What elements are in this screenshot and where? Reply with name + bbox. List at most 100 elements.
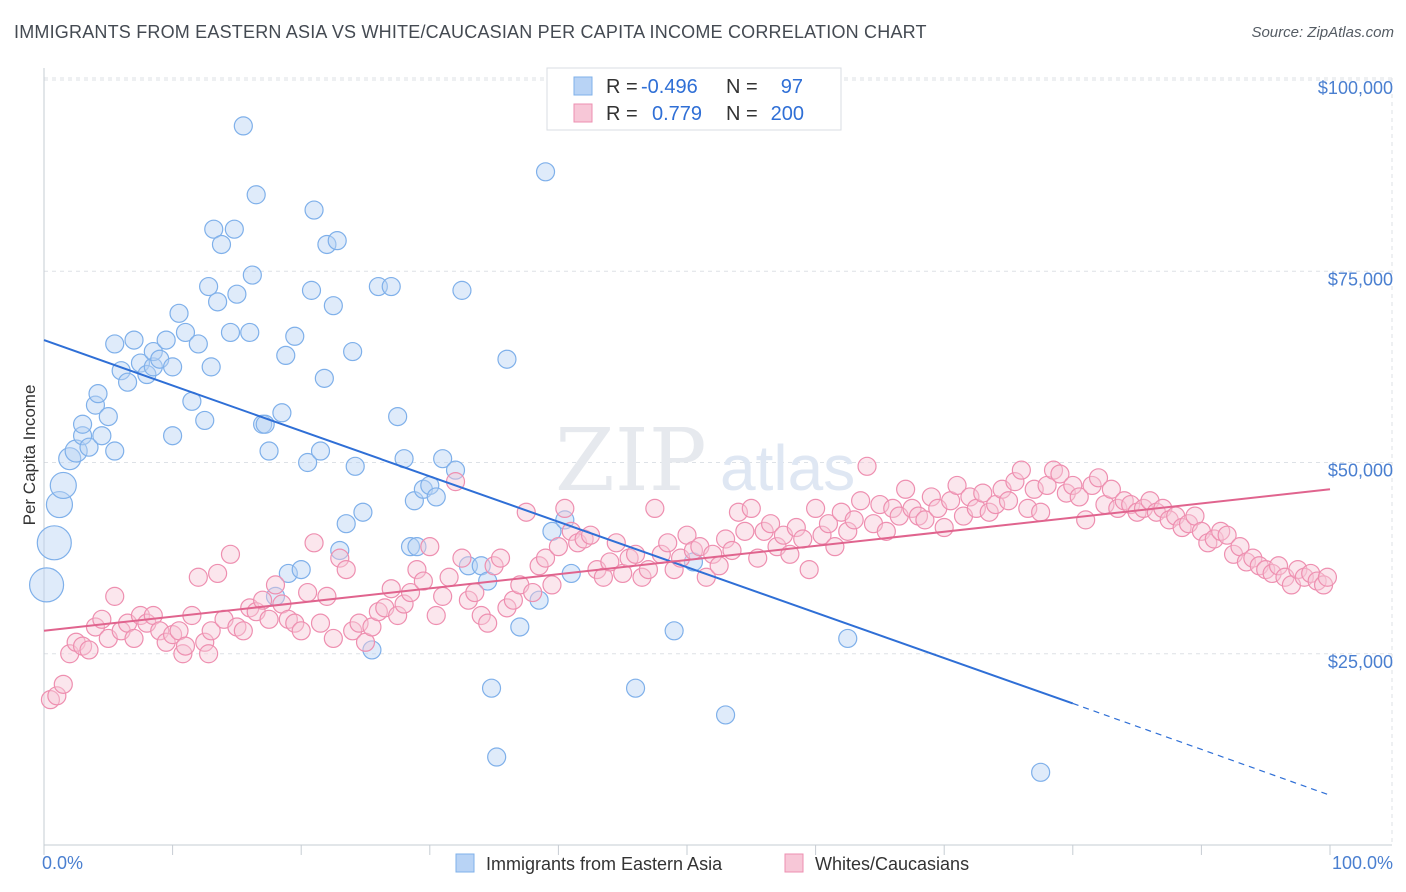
immigrants-point bbox=[510, 617, 530, 637]
immigrants-point bbox=[310, 441, 331, 461]
immigrants-point bbox=[298, 452, 318, 473]
whites-point bbox=[902, 498, 922, 518]
immigrants-point bbox=[327, 231, 347, 251]
immigrants-point bbox=[353, 502, 373, 522]
whites-point bbox=[336, 559, 356, 580]
whites-point bbox=[786, 517, 806, 538]
immigrants-point bbox=[497, 349, 517, 369]
whites-point bbox=[105, 586, 125, 606]
whites-point bbox=[1018, 498, 1038, 518]
whites-point bbox=[1082, 475, 1102, 496]
immigrants-point bbox=[301, 280, 322, 300]
immigrants-point bbox=[625, 678, 646, 698]
immigrants-point bbox=[664, 621, 684, 641]
immigrants-point bbox=[85, 395, 106, 415]
whites-point bbox=[420, 537, 440, 557]
whites-point bbox=[934, 517, 954, 538]
whites-point bbox=[79, 640, 99, 660]
whites-point bbox=[343, 621, 363, 641]
whites-point bbox=[381, 579, 401, 599]
whites-point bbox=[47, 686, 67, 706]
immigrants-point bbox=[208, 292, 228, 312]
immigrants-point bbox=[452, 280, 472, 300]
immigrants-point bbox=[105, 441, 125, 461]
immigrants-point bbox=[481, 678, 502, 698]
whites-point bbox=[548, 537, 569, 557]
trend-line-immigrants-extrapolated bbox=[1072, 702, 1331, 796]
whites-point bbox=[452, 548, 472, 568]
whites-point bbox=[298, 582, 318, 603]
whites-point bbox=[323, 628, 343, 649]
whites-point bbox=[1056, 483, 1076, 503]
whites-point bbox=[735, 521, 755, 541]
whites-point bbox=[400, 582, 421, 603]
whites-point bbox=[478, 613, 498, 633]
grid-lines bbox=[44, 77, 1393, 845]
whites-point bbox=[53, 674, 73, 694]
whites-point bbox=[394, 594, 414, 614]
immigrants-point bbox=[240, 322, 260, 343]
immigrants-point bbox=[362, 640, 382, 660]
whites-point bbox=[921, 487, 941, 507]
trend-line-whites bbox=[43, 488, 1331, 632]
immigrants-point bbox=[36, 525, 72, 561]
immigrants-point bbox=[130, 353, 151, 373]
whites-point bbox=[349, 613, 369, 633]
immigrants-point bbox=[433, 449, 453, 469]
immigrants-point bbox=[330, 540, 350, 561]
whites-point bbox=[1243, 548, 1263, 568]
immigrants-point bbox=[88, 384, 108, 404]
whites-point bbox=[150, 621, 170, 641]
whites-point bbox=[156, 632, 176, 652]
whites-point bbox=[883, 498, 903, 518]
immigrants-point bbox=[323, 296, 343, 316]
x-tick-label-max: 100.0% bbox=[1332, 853, 1393, 873]
whites-point bbox=[208, 563, 228, 584]
whites-point bbox=[201, 621, 221, 641]
whites-point bbox=[851, 491, 871, 511]
immigrants-point bbox=[529, 590, 549, 610]
chart-title: IMMIGRANTS FROM EASTERN ASIA VS WHITE/CA… bbox=[14, 22, 927, 42]
whites-point bbox=[857, 456, 877, 476]
whites-point bbox=[516, 502, 536, 522]
whites-point bbox=[799, 559, 819, 580]
whites-point bbox=[658, 533, 678, 553]
legend-item-whites-swatch bbox=[784, 853, 804, 873]
axes bbox=[43, 68, 1392, 855]
legend-n-label-1: N = bbox=[726, 76, 758, 98]
y-tick-labels: $25,000 $50,000 $75,000 $100,000 bbox=[1318, 78, 1393, 672]
legend-r-value-1: -0.496 bbox=[641, 76, 698, 98]
whites-point bbox=[915, 510, 935, 530]
legend-item-immigrants-swatch bbox=[455, 853, 475, 873]
y-tick-label: $50,000 bbox=[1328, 461, 1393, 481]
immigrants-point bbox=[242, 265, 262, 285]
immigrants-point bbox=[199, 276, 219, 297]
immigrants-point bbox=[211, 234, 232, 255]
immigrants-point bbox=[272, 403, 292, 423]
whites-point bbox=[818, 514, 839, 534]
whites-point bbox=[458, 590, 478, 610]
watermark-atlas: atlas bbox=[720, 432, 855, 504]
whites-point bbox=[896, 479, 916, 499]
whites-point bbox=[1005, 472, 1025, 492]
whites-point bbox=[793, 529, 813, 549]
immigrants-point bbox=[246, 185, 266, 205]
immigrants-point bbox=[92, 426, 112, 446]
legend-r-value-2: 0.779 bbox=[652, 103, 702, 125]
whites-point bbox=[497, 598, 517, 618]
series-immigrants-points bbox=[28, 116, 1051, 782]
immigrants-point bbox=[336, 514, 356, 534]
whites-point bbox=[1076, 510, 1096, 530]
immigrants-point bbox=[345, 456, 365, 476]
whites-point bbox=[632, 567, 652, 587]
whites-point bbox=[709, 556, 729, 576]
whites-point bbox=[407, 559, 427, 580]
whites-point bbox=[433, 586, 453, 606]
immigrants-point bbox=[314, 368, 334, 388]
whites-point bbox=[1121, 494, 1141, 515]
whites-point bbox=[490, 548, 511, 568]
immigrants-point bbox=[156, 330, 176, 350]
immigrants-point bbox=[201, 357, 221, 377]
whites-point bbox=[471, 605, 491, 626]
whites-point bbox=[259, 609, 279, 629]
